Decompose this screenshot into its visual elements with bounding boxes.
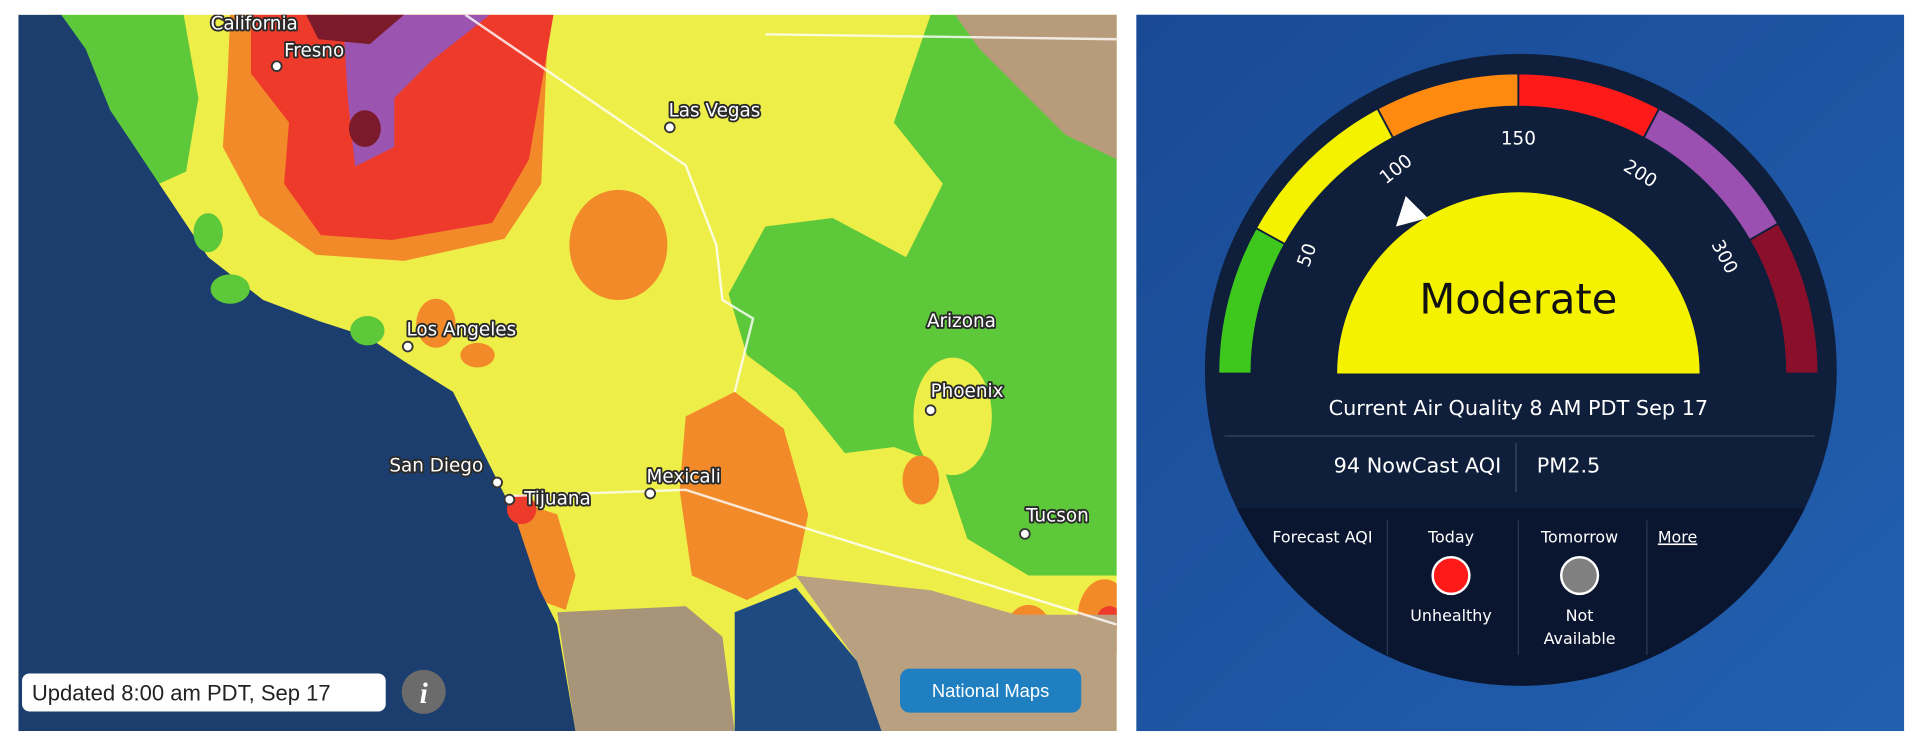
gulf <box>734 587 882 732</box>
terrain <box>955 14 1117 160</box>
ocean <box>18 14 576 732</box>
aqi-usg <box>416 298 456 348</box>
aqi-unhealthy <box>251 14 554 241</box>
terrain <box>557 606 735 732</box>
map: California Fresno Las Vegas Los Angeles … <box>18 13 1117 732</box>
aqi-usg <box>460 342 495 368</box>
aqi-usg <box>569 189 668 301</box>
place-label: Arizona <box>927 311 996 332</box>
city-dots <box>270 60 1031 540</box>
place-label: Fresno <box>284 40 344 61</box>
national-maps-label[interactable]: National Maps <box>932 680 1049 701</box>
place-label: Mexicali <box>647 466 721 487</box>
gauge-tick: 150 <box>1501 129 1536 150</box>
place-label: Tijuana <box>523 489 591 510</box>
gauge-band <box>1748 222 1820 375</box>
forecast-dividers <box>1386 520 1648 656</box>
aqi-hazardous <box>348 110 381 147</box>
gauge-arcs <box>1217 72 1820 375</box>
aqi-good <box>210 274 250 304</box>
updated-badge <box>22 673 386 712</box>
nowcast-aqi: 94 NowCast AQI <box>1334 454 1502 478</box>
forecast-status: Unhealthy <box>1410 606 1492 625</box>
more-link[interactable]: More <box>1658 527 1697 546</box>
aqi-category: Moderate <box>1419 275 1617 324</box>
forecast-label: Forecast AQI <box>1272 527 1372 546</box>
place-label: California <box>211 13 298 34</box>
place-label: San Diego <box>389 455 483 476</box>
forecast-status: Available <box>1544 629 1616 648</box>
aqi-usg <box>511 499 576 610</box>
aqi-hazardous <box>306 14 405 45</box>
aqi-usg <box>902 455 940 505</box>
place-label: Las Vegas <box>669 100 761 121</box>
current-air-quality: Current Air Quality 8 AM PDT Sep 17 <box>1329 396 1709 420</box>
forecast-day: Tomorrow <box>1540 527 1618 546</box>
info-button[interactable] <box>401 669 446 714</box>
aqi-good <box>350 315 385 346</box>
borders <box>464 14 1117 626</box>
aqi-good <box>193 213 223 253</box>
place-label: Phoenix <box>931 381 1004 402</box>
aqi-moderate <box>913 357 992 476</box>
national-maps-button[interactable] <box>900 668 1082 713</box>
aqi-usg <box>679 391 809 601</box>
forecast-day: Today <box>1427 527 1474 546</box>
info-icon[interactable]: i <box>420 678 429 710</box>
tomorrow-indicator <box>1560 555 1600 596</box>
aqi-good <box>728 14 1117 576</box>
updated-text: Updated 8:00 am PDT, Sep 17 <box>32 680 331 705</box>
place-label: Los Angeles <box>407 320 517 341</box>
place-label: Tucson <box>1025 506 1089 527</box>
today-indicator <box>1431 555 1471 596</box>
gauge-needle <box>1395 195 1428 227</box>
gauge-center <box>1337 192 1700 374</box>
pollutant: PM2.5 <box>1537 454 1601 478</box>
forecast-status: Not <box>1566 606 1594 625</box>
